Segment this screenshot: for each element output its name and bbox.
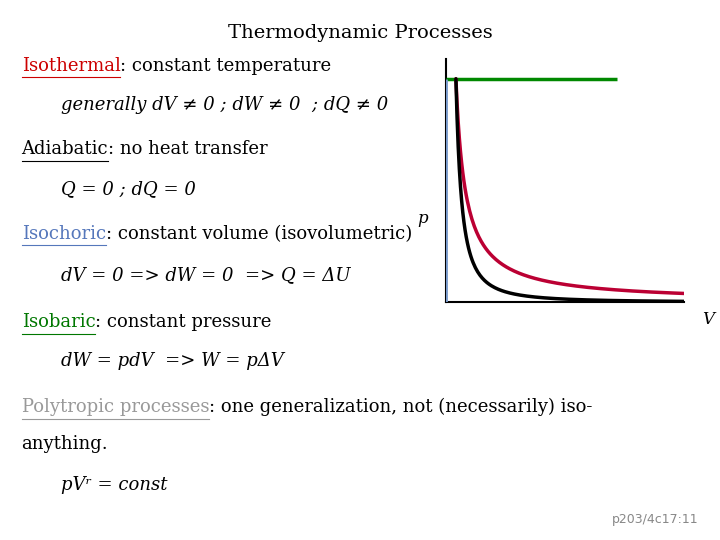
Text: Q = 0 ; dQ = 0: Q = 0 ; dQ = 0 [61, 180, 196, 198]
Text: : no heat transfer: : no heat transfer [108, 140, 268, 158]
Text: Polytropic processes: Polytropic processes [22, 398, 209, 416]
Text: Isochoric: Isochoric [22, 225, 106, 242]
Text: dV = 0 => dW = 0  => Q = ΔU: dV = 0 => dW = 0 => Q = ΔU [61, 266, 351, 284]
Text: V: V [702, 310, 714, 327]
Text: anything.: anything. [22, 435, 108, 453]
Text: generally dV ≠ 0 ; dW ≠ 0  ; dQ ≠ 0: generally dV ≠ 0 ; dW ≠ 0 ; dQ ≠ 0 [61, 96, 389, 114]
Text: pVʳ = const: pVʳ = const [61, 476, 168, 494]
Text: Isothermal: Isothermal [22, 57, 120, 75]
Text: : one generalization, not (necessarily) iso-: : one generalization, not (necessarily) … [209, 398, 593, 416]
Text: : constant temperature: : constant temperature [120, 57, 332, 75]
Text: Isobaric: Isobaric [22, 313, 95, 331]
Text: Adiabatic: Adiabatic [22, 140, 108, 158]
Text: p: p [418, 210, 428, 227]
Text: p203/4c17:11: p203/4c17:11 [612, 514, 698, 526]
Text: dW = pdV  => W = pΔV: dW = pdV => W = pΔV [61, 352, 284, 370]
Text: : constant pressure: : constant pressure [95, 313, 271, 331]
Text: : constant volume (isovolumetric): : constant volume (isovolumetric) [106, 225, 412, 242]
Text: Thermodynamic Processes: Thermodynamic Processes [228, 24, 492, 42]
